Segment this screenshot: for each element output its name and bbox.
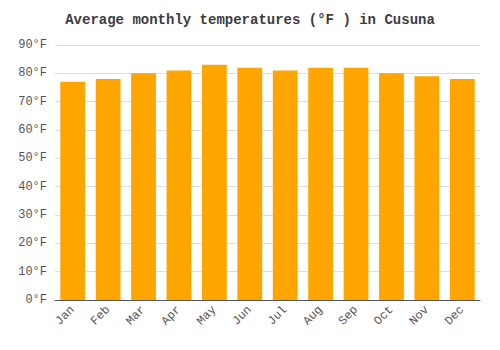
svg-text:60°F: 60°F <box>18 123 47 137</box>
svg-text:10°F: 10°F <box>18 265 47 279</box>
svg-text:Jan: Jan <box>53 303 78 328</box>
svg-text:30°F: 30°F <box>18 208 47 222</box>
svg-text:Dec: Dec <box>442 303 467 328</box>
svg-text:Apr: Apr <box>159 303 184 328</box>
svg-text:May: May <box>194 303 219 328</box>
svg-text:Sep: Sep <box>336 303 361 328</box>
svg-text:Mar: Mar <box>123 303 148 328</box>
svg-text:Average monthly temperatures (: Average monthly temperatures (°F ) in Cu… <box>65 12 435 28</box>
svg-text:0°F: 0°F <box>25 293 47 307</box>
svg-text:Nov: Nov <box>407 303 432 328</box>
svg-text:Jun: Jun <box>230 303 255 328</box>
svg-text:50°F: 50°F <box>18 151 47 165</box>
svg-text:20°F: 20°F <box>18 236 47 250</box>
svg-text:Feb: Feb <box>88 303 113 328</box>
svg-text:70°F: 70°F <box>18 95 47 109</box>
svg-text:80°F: 80°F <box>18 66 47 80</box>
svg-text:40°F: 40°F <box>18 180 47 194</box>
svg-text:90°F: 90°F <box>18 38 47 52</box>
svg-text:Oct: Oct <box>371 303 396 328</box>
svg-text:Jul: Jul <box>265 303 290 328</box>
svg-text:Aug: Aug <box>300 303 325 328</box>
